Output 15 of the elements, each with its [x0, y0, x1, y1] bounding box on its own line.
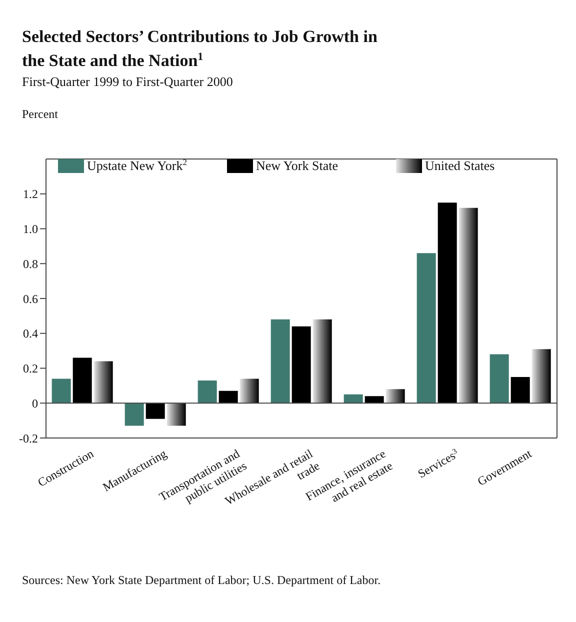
y-tick-label: 0.8: [23, 256, 38, 271]
y-tick-label: 0.6: [23, 292, 38, 306]
legend-label: United States: [425, 158, 495, 173]
y-axis-title: Percent: [22, 107, 59, 121]
y-tick-label: -0.2: [19, 431, 38, 446]
chart-subtitle: First-Quarter 1999 to First-Quarter 2000: [22, 74, 233, 89]
source-note: Sources: New York State Department of Labor; U.S. Department of Labor.: [22, 573, 381, 587]
y-tick-label: 0.2: [23, 362, 38, 376]
chart-title: Selected Sectors’ Contributions to Job Growth in the State and the Nation$^{1}$: [22, 27, 378, 70]
y-tick-label: 0.4: [23, 326, 38, 341]
y-tick-label: 1.0: [23, 222, 38, 236]
legend-label: Upstate New York$^{2}$: [87, 157, 187, 173]
legend-label: New York State: [256, 158, 338, 173]
y-tick-label: 0: [32, 396, 38, 410]
y-tick-label: 1.2: [23, 187, 38, 202]
